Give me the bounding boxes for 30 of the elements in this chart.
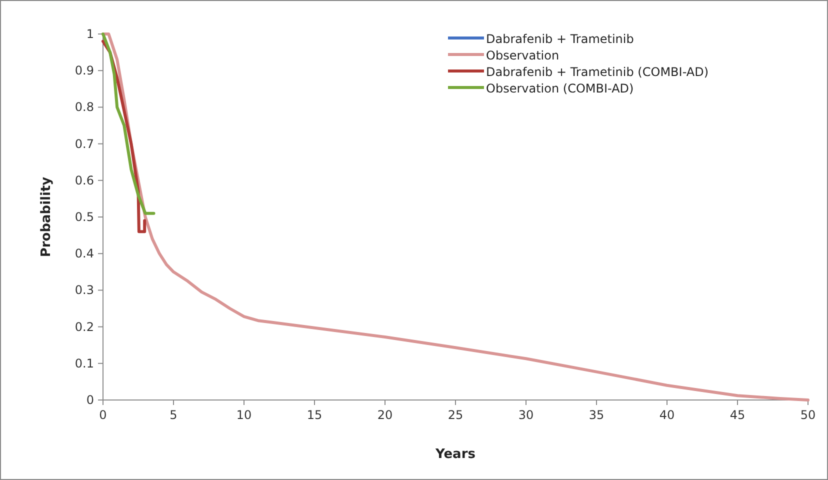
x-tick-label: 15 <box>306 408 322 422</box>
x-tick-label: 40 <box>659 408 675 422</box>
y-tick-label: 0.3 <box>74 283 94 298</box>
y-tick-label: 0.8 <box>74 100 94 114</box>
y-tick-label: 0.4 <box>74 246 94 261</box>
y-tick-label: 0 <box>86 393 94 407</box>
legend-label: Dabrafenib + Trametinib <box>486 32 634 46</box>
x-tick-label: 25 <box>448 408 464 422</box>
x-tick-label: 0 <box>99 408 107 422</box>
y-tick-label: 0.9 <box>74 64 94 78</box>
legend-label: Dabrafenib + Trametinib (COMBI-AD) <box>486 65 709 79</box>
x-tick-label: 45 <box>730 408 746 422</box>
y-tick-label: 0.1 <box>74 356 94 370</box>
line-series <box>102 32 156 215</box>
line-series <box>102 32 810 402</box>
y-axis-title: Probability <box>39 176 54 258</box>
x-tick-label: 35 <box>588 408 604 422</box>
legend-label: Observation (COMBI-AD) <box>486 82 634 96</box>
x-tick-label: 30 <box>518 408 534 422</box>
x-axis-title: Years <box>434 447 476 462</box>
y-tick-label: 0.6 <box>74 173 94 188</box>
x-tick-label: 50 <box>800 408 816 422</box>
y-tick-label: 0.2 <box>74 320 94 334</box>
x-tick-label: 5 <box>170 408 178 422</box>
y-tick-label: 0.5 <box>74 210 94 224</box>
y-tick-label: 0.7 <box>74 136 94 151</box>
y-tick-label: 1 <box>86 27 94 41</box>
x-tick-label: 10 <box>236 408 252 422</box>
x-tick-label: 20 <box>377 408 393 422</box>
legend-label: Observation <box>486 48 560 62</box>
